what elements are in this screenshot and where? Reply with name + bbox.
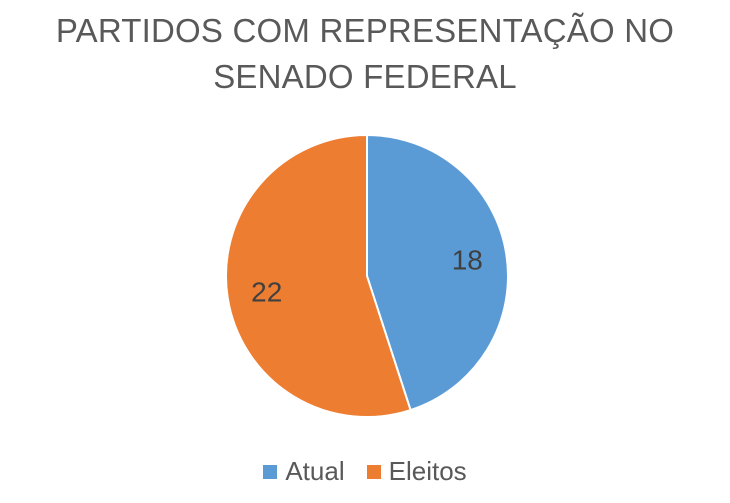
legend-label-eleitos: Eleitos — [388, 456, 467, 486]
pie-slice-eleitos — [225, 133, 412, 418]
legend-swatch-atual — [263, 464, 278, 479]
chart-title: PARTIDOS COM REPRESENTAÇÃO NO SENADO FED… — [0, 8, 730, 100]
data-label-eleitos: 22 — [251, 276, 282, 307]
legend-item-atual: Atual — [263, 456, 345, 487]
data-label-atual: 18 — [452, 245, 483, 276]
legend: Atual Eleitos — [0, 456, 730, 487]
chart-title-line-1: PARTIDOS COM REPRESENTAÇÃO NO — [55, 12, 675, 49]
chart-title-line-2: SENADO FEDERAL — [213, 58, 517, 95]
pie-slice-atual — [366, 133, 509, 412]
legend-item-eleitos: Eleitos — [366, 456, 467, 487]
legend-swatch-eleitos — [366, 464, 381, 479]
legend-label-atual: Atual — [285, 456, 345, 486]
